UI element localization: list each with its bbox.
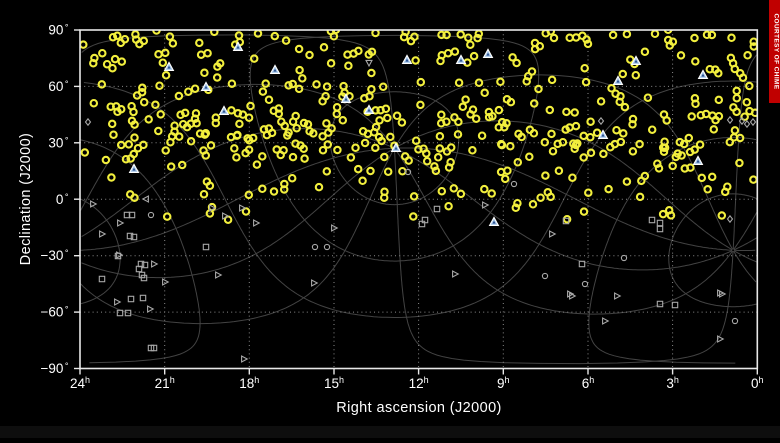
svg-text:COURTESY OF CHIME: COURTESY OF CHIME (773, 13, 780, 89)
svg-text:−60°: −60 ° (40, 305, 68, 320)
svg-text:−30°: −30 ° (40, 248, 68, 263)
svg-text:Right ascension (J2000): Right ascension (J2000) (336, 400, 502, 416)
svg-text:Declination (J2000): Declination (J2000) (18, 133, 34, 266)
svg-text:21h: 21h (155, 375, 175, 391)
svg-text:24h: 24h (70, 375, 90, 391)
svg-text:15h: 15h (324, 375, 344, 391)
svg-text:18h: 18h (239, 375, 259, 391)
svg-text:−90°: −90 ° (40, 361, 68, 376)
